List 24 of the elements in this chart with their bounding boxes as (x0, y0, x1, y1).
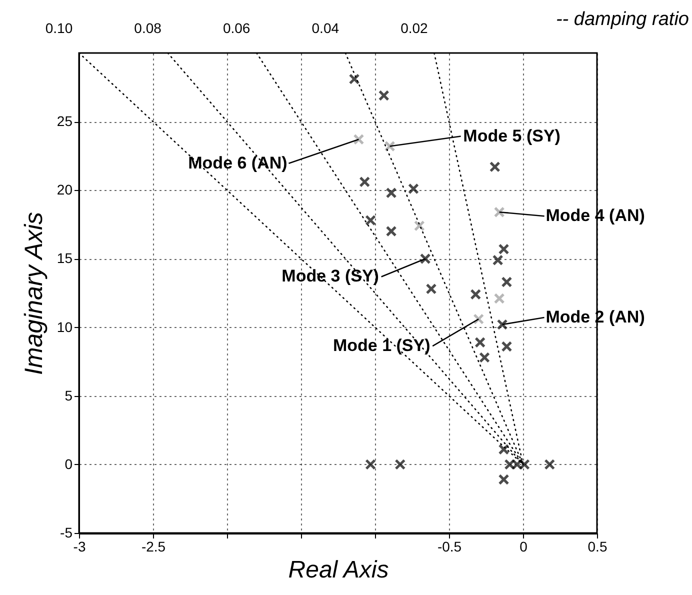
text: -- damping ratio (556, 9, 689, 30)
x-tick-label: -3 (73, 538, 86, 554)
x-tick-label: -2.5 (141, 538, 166, 554)
x-tick-label: 0.5 (588, 538, 608, 554)
series-label: 0.04 (312, 20, 340, 36)
series-label: 0.06 (222, 20, 250, 36)
series-label: 0.08 (134, 20, 162, 36)
series-label: 0.10 (45, 20, 73, 36)
y-tick-label: 15 (56, 250, 73, 266)
annotation: Mode 3 (SY) (282, 266, 379, 286)
y-axis-title: Imaginary Axis (20, 212, 48, 376)
annotation: Mode 1 (SY) (332, 336, 430, 356)
x-axis-title: Real Axis (288, 556, 389, 584)
annotation: Mode 5 (SY) (463, 126, 560, 146)
y-tick-label: 25 (56, 113, 73, 130)
x-tick-label: 0 (520, 538, 528, 554)
series-label: 0.02 (400, 20, 428, 36)
y-tick-label: 0 (64, 456, 73, 472)
y-tick-label: 10 (56, 318, 73, 335)
y-tick-label: 20 (56, 182, 73, 198)
y-tick-label: 5 (64, 387, 73, 404)
x-tick-label: -0.5 (437, 538, 462, 554)
annotation: Mode 6 (AN) (188, 153, 288, 172)
y-tick-label: -5 (60, 524, 73, 540)
